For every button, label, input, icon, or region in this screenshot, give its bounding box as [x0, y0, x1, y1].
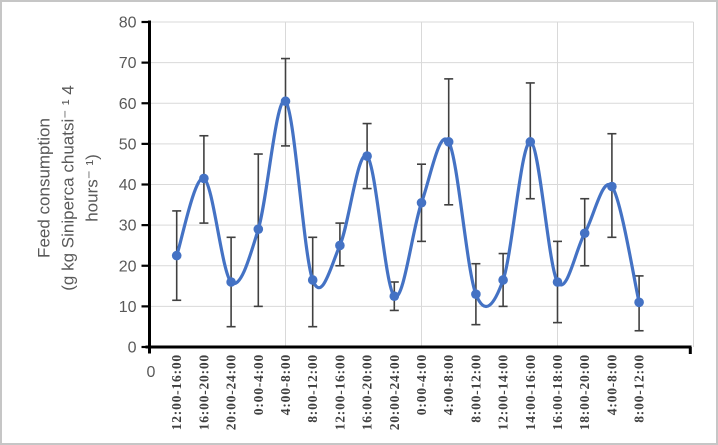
svg-text:8:00-12:00: 8:00-12:00	[305, 354, 320, 423]
x-axis	[145, 345, 692, 354]
y-axis-title: Feed consumption (g kg Siniperca chuatsi⁻…	[35, 85, 102, 291]
y-axis	[141, 20, 151, 354]
svg-text:16:00-20:00: 16:00-20:00	[196, 354, 211, 430]
series-line	[175, 99, 641, 308]
svg-text:40: 40	[119, 177, 137, 194]
svg-text:12:00-16:00: 12:00-16:00	[169, 354, 184, 430]
svg-text:50: 50	[119, 136, 137, 153]
x-origin-label: 0	[147, 364, 156, 381]
svg-text:Feed consumption: Feed consumption	[35, 118, 54, 258]
svg-text:12:00-14:00: 12:00-14:00	[496, 354, 511, 430]
svg-text:30: 30	[119, 218, 137, 235]
svg-text:8:00-12:00: 8:00-12:00	[632, 354, 647, 423]
svg-text:10: 10	[119, 299, 137, 316]
data-point-markers	[171, 96, 644, 308]
y-tick-labels: 0 10 20 30 40 50 60 70 80	[119, 15, 137, 357]
svg-text:hours⁻ ¹): hours⁻ ¹)	[83, 154, 102, 222]
svg-text:18:00-20:00: 18:00-20:00	[577, 354, 592, 430]
svg-text:(g kg Siniperca chuatsi⁻ ¹ 4: (g kg Siniperca chuatsi⁻ ¹ 4	[59, 85, 78, 291]
svg-text:20: 20	[119, 258, 137, 275]
svg-text:0:00-4:00: 0:00-4:00	[414, 354, 429, 415]
svg-text:4:00-8:00: 4:00-8:00	[441, 354, 456, 415]
svg-text:20:00-24:00: 20:00-24:00	[224, 354, 239, 430]
svg-text:0: 0	[128, 340, 137, 357]
svg-text:70: 70	[119, 55, 137, 72]
svg-text:0:00-4:00: 0:00-4:00	[251, 354, 266, 415]
svg-text:16:00-18:00: 16:00-18:00	[550, 354, 565, 430]
x-tick-labels: 12:00-16:00 16:00-20:00 20:00-24:00 0:00-4:…	[169, 354, 646, 430]
svg-text:16:00-20:00: 16:00-20:00	[360, 354, 375, 430]
svg-text:20:00-24:00: 20:00-24:00	[387, 354, 402, 430]
svg-text:14:00-16:00: 14:00-16:00	[523, 354, 538, 430]
svg-text:4:00-8:00: 4:00-8:00	[604, 354, 619, 415]
svg-text:8:00-12:00: 8:00-12:00	[468, 354, 483, 423]
svg-text:4:00-8:00: 4:00-8:00	[278, 354, 293, 415]
svg-text:12:00-16:00: 12:00-16:00	[332, 354, 347, 430]
svg-text:60: 60	[119, 96, 137, 113]
svg-text:80: 80	[119, 15, 137, 32]
error-bars	[172, 57, 644, 332]
